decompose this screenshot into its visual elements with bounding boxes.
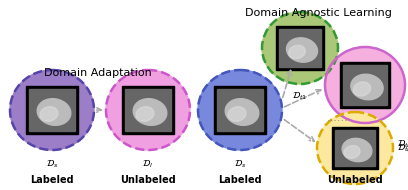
Bar <box>125 89 171 131</box>
Ellipse shape <box>228 107 246 121</box>
Bar <box>217 89 263 131</box>
Bar <box>214 86 266 134</box>
Bar <box>122 86 174 134</box>
Ellipse shape <box>286 38 317 62</box>
Text: $\mathcal{D}_s$: $\mathcal{D}_s$ <box>46 158 58 169</box>
Ellipse shape <box>289 45 305 59</box>
Text: $\mathcal{D}_{tn}$: $\mathcal{D}_{tn}$ <box>397 142 408 154</box>
Ellipse shape <box>353 82 370 96</box>
Ellipse shape <box>136 107 154 121</box>
Bar <box>29 89 75 131</box>
Text: $\mathcal{D}_l$: $\mathcal{D}_l$ <box>142 158 153 169</box>
Ellipse shape <box>317 112 393 184</box>
Text: Labeled: Labeled <box>218 175 262 185</box>
Ellipse shape <box>37 99 71 125</box>
Bar <box>332 127 378 169</box>
Bar <box>26 86 78 134</box>
Ellipse shape <box>40 107 58 121</box>
Ellipse shape <box>351 74 383 100</box>
Text: $\mathcal{D}_{tn}$: $\mathcal{D}_{tn}$ <box>397 138 408 150</box>
Ellipse shape <box>325 47 405 123</box>
Text: $\mathcal{D}_s$: $\mathcal{D}_s$ <box>234 158 246 169</box>
Ellipse shape <box>262 12 338 84</box>
Bar <box>276 26 324 70</box>
Text: Labeled: Labeled <box>30 175 74 185</box>
Text: Domain Agnostic Learning: Domain Agnostic Learning <box>244 8 391 18</box>
Text: Unlabeled: Unlabeled <box>120 175 176 185</box>
Text: Domain Adaptation: Domain Adaptation <box>44 68 152 78</box>
Ellipse shape <box>106 70 190 150</box>
Ellipse shape <box>225 99 259 125</box>
Text: $\mathcal{D}_{t1}$: $\mathcal{D}_{t1}$ <box>293 90 308 101</box>
Text: Unlabeled: Unlabeled <box>327 175 383 185</box>
Ellipse shape <box>342 138 372 162</box>
Ellipse shape <box>10 70 94 150</box>
Bar <box>340 62 390 108</box>
Bar <box>279 29 321 67</box>
Ellipse shape <box>344 146 360 158</box>
Bar <box>343 65 387 105</box>
Ellipse shape <box>133 99 167 125</box>
Bar <box>335 130 375 166</box>
Ellipse shape <box>198 70 282 150</box>
Text: ......: ...... <box>327 113 349 123</box>
